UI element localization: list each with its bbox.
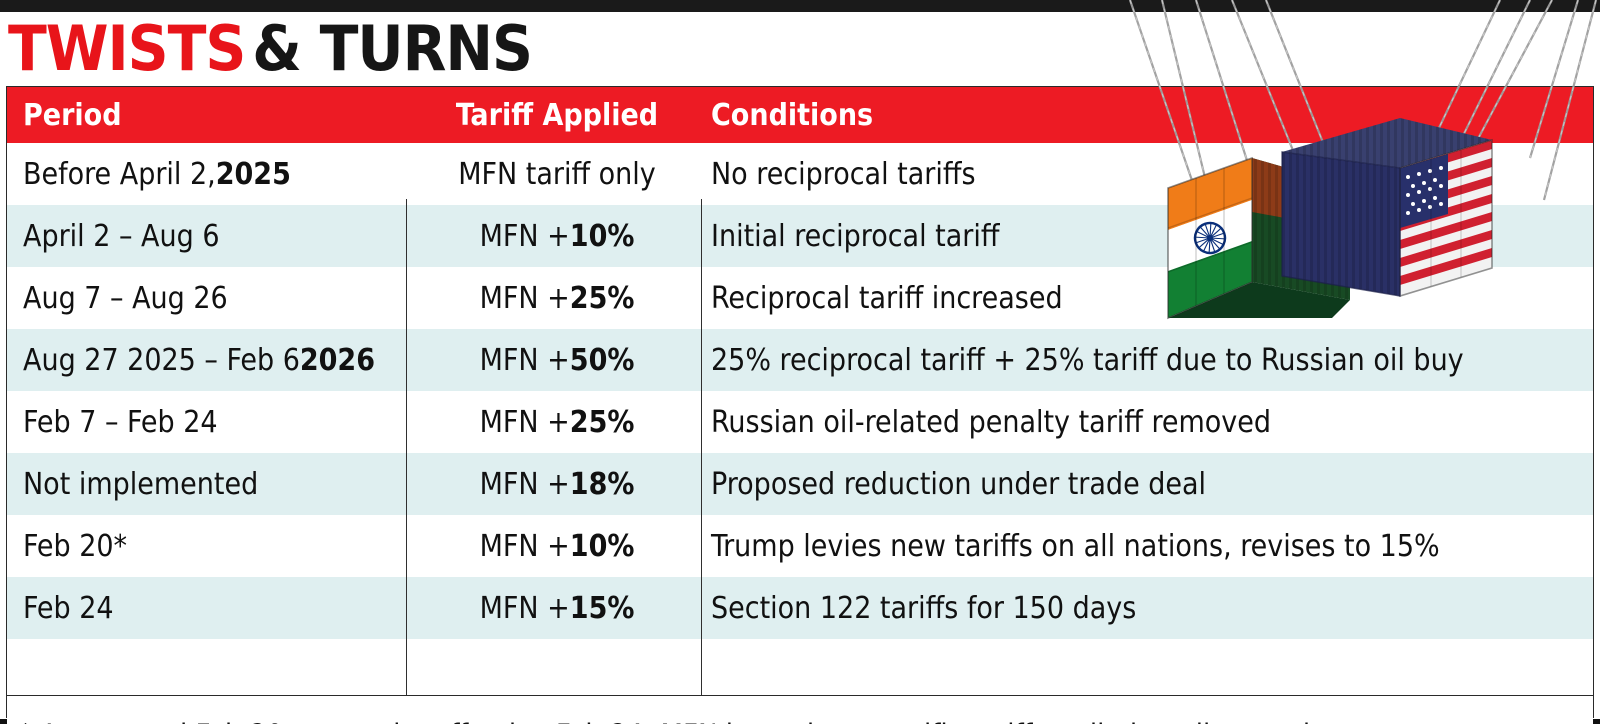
cell-period: Aug 7 – Aug 26 xyxy=(23,267,403,329)
cell-period-text: Not implemented xyxy=(23,466,259,502)
cell-period-text: Aug 7 – Aug 26 xyxy=(23,280,228,316)
cell-tariff: MFN tariff only xyxy=(413,143,701,205)
table-footnote: * Announced Feb 20, was to be effective … xyxy=(7,695,1593,724)
column-divider-2 xyxy=(701,199,702,695)
cell-period-text: Feb 20* xyxy=(23,528,128,564)
cell-conditions: No reciprocal tariffs xyxy=(711,156,976,192)
cell-conditions: Initial reciprocal tariff xyxy=(711,218,1000,254)
table-row: Aug 27 2025 – Feb 6 2026 MFN + 50% 25% r… xyxy=(7,329,1593,391)
table-body: Before April 2, 2025 MFN tariff only No … xyxy=(7,143,1593,724)
cell-period: Not implemented xyxy=(23,453,403,515)
footnote-text: * Announced Feb 20, was to be effective … xyxy=(7,718,1340,724)
table-header-row: Period Tariff Applied Conditions xyxy=(7,87,1593,143)
cell-tariff: MFN + 25% xyxy=(413,267,701,329)
cell-tariff-value: 15% xyxy=(569,590,635,626)
tariff-table: Period Tariff Applied Conditions Before … xyxy=(6,86,1594,724)
page-title: TWISTS & TURNS xyxy=(8,12,533,86)
top-black-rule xyxy=(0,0,1600,12)
cell-tariff-value: 18% xyxy=(569,466,635,502)
cell-period-text: April 2 – Aug 6 xyxy=(23,218,220,254)
cell-tariff-value: 10% xyxy=(569,218,635,254)
table-row: Feb 20* MFN + 10% Trump levies new tarif… xyxy=(7,515,1593,577)
cell-conditions: 25% reciprocal tariff + 25% tariff due t… xyxy=(711,342,1464,378)
table-row: Before April 2, 2025 MFN tariff only No … xyxy=(7,143,1593,205)
cell-period: April 2 – Aug 6 xyxy=(23,205,403,267)
cell-tariff-prefix: MFN + xyxy=(479,404,570,440)
cell-tariff-prefix: MFN + xyxy=(479,280,570,316)
table-row: April 2 – Aug 6 MFN + 10% Initial recipr… xyxy=(7,205,1593,267)
table-row: Feb 24 MFN + 15% Section 122 tariffs for… xyxy=(7,577,1593,639)
cell-period-text: Feb 7 – Feb 24 xyxy=(23,404,218,440)
cell-tariff-value: 25% xyxy=(569,404,635,440)
table-row: Aug 7 – Aug 26 MFN + 25% Reciprocal tari… xyxy=(7,267,1593,329)
cell-tariff: MFN + 25% xyxy=(413,391,701,453)
cell-conditions: Reciprocal tariff increased xyxy=(711,280,1063,316)
cell-period-text: Aug 27 2025 – Feb 6 xyxy=(23,342,300,378)
cell-period-text: Before April 2, xyxy=(23,156,216,192)
cell-period: Before April 2, 2025 xyxy=(23,143,403,205)
cell-period-emphasis: 2025 xyxy=(215,156,291,192)
cell-period: Feb 7 – Feb 24 xyxy=(23,391,403,453)
cell-period: Aug 27 2025 – Feb 6 2026 xyxy=(23,329,403,391)
column-header-conditions: Conditions xyxy=(711,97,874,133)
cell-period: Feb 20* xyxy=(23,515,403,577)
cell-tariff: MFN + 10% xyxy=(413,205,701,267)
cell-tariff-value: 10% xyxy=(569,528,635,564)
cell-tariff-prefix: MFN tariff only xyxy=(458,156,656,192)
page-title-black: & TURNS xyxy=(251,12,533,85)
cell-tariff-prefix: MFN + xyxy=(479,466,570,502)
cell-tariff-prefix: MFN + xyxy=(479,528,570,564)
cell-tariff-value: 25% xyxy=(569,280,635,316)
cell-conditions: Proposed reduction under trade deal xyxy=(711,466,1207,502)
cell-tariff: MFN + 15% xyxy=(413,577,701,639)
cell-conditions: Section 122 tariffs for 150 days xyxy=(711,590,1137,626)
column-header-tariff-applied: Tariff Applied xyxy=(455,97,659,133)
cell-conditions: Trump levies new tariffs on all nations,… xyxy=(711,528,1440,564)
cell-period: Feb 24 xyxy=(23,577,403,639)
cell-tariff-prefix: MFN + xyxy=(479,342,570,378)
page-title-red: TWISTS xyxy=(8,12,246,85)
column-header-period: Period xyxy=(23,97,122,133)
cell-tariff: MFN + 50% xyxy=(413,329,701,391)
table-row: Feb 7 – Feb 24 MFN + 25% Russian oil-rel… xyxy=(7,391,1593,453)
table-row: Not implemented MFN + 18% Proposed reduc… xyxy=(7,453,1593,515)
cell-tariff: MFN + 10% xyxy=(413,515,701,577)
column-divider-1 xyxy=(406,199,407,695)
cell-tariff-prefix: MFN + xyxy=(479,218,570,254)
cell-period-emphasis: 2026 xyxy=(299,342,375,378)
cell-tariff: MFN + 18% xyxy=(413,453,701,515)
cell-tariff-prefix: MFN + xyxy=(479,590,570,626)
cell-conditions: Russian oil-related penalty tariff remov… xyxy=(711,404,1272,440)
cell-period-text: Feb 24 xyxy=(23,590,114,626)
cell-tariff-value: 50% xyxy=(569,342,635,378)
